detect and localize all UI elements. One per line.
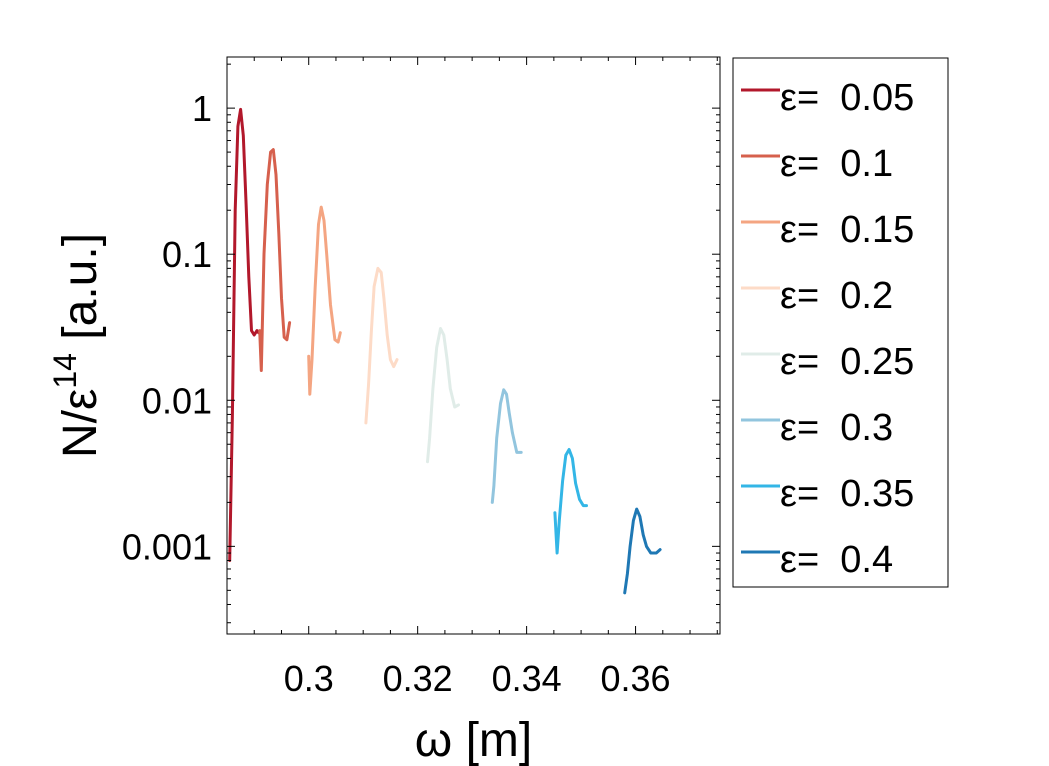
series-line-1 bbox=[258, 148, 292, 372]
x-tick-label-0: 0.3 bbox=[284, 658, 334, 699]
legend-entries: ε= 0.05 ε= 0.1 ε= 0.15 ε= 0.2 ε= 0.25 ε= 0.3 ε… bbox=[741, 77, 914, 581]
y-axis-label-exponent: 14 bbox=[47, 353, 83, 389]
y-axis-label-suffix: [a.u.] bbox=[54, 233, 107, 353]
y-axis-label-base: N/ε bbox=[54, 389, 107, 458]
series-line-5 bbox=[490, 388, 523, 504]
x-tick-label-2: 0.34 bbox=[492, 658, 562, 699]
y-tick-label-3: 1 bbox=[192, 88, 212, 129]
plot-frame bbox=[226, 56, 721, 635]
series-line-0 bbox=[228, 107, 261, 562]
plot-area bbox=[226, 56, 721, 635]
series-layer bbox=[228, 107, 662, 595]
legend-label-6: ε= 0.35 bbox=[780, 473, 914, 515]
legend-label-2: ε= 0.15 bbox=[780, 209, 914, 251]
y-tick-label-0: 0.001 bbox=[122, 526, 212, 567]
series-line-4 bbox=[426, 327, 460, 464]
series-line-7 bbox=[623, 507, 662, 595]
y-tick-label-1: 0.01 bbox=[142, 380, 212, 421]
legend-label-3: ε= 0.2 bbox=[780, 275, 893, 317]
legend-label-1: ε= 0.1 bbox=[780, 143, 893, 185]
x-tick-label-1: 0.32 bbox=[383, 658, 453, 699]
y-tick-label-2: 0.1 bbox=[162, 234, 212, 275]
legend-label-4: ε= 0.25 bbox=[780, 341, 914, 383]
x-axis-label: ω [m] bbox=[415, 714, 532, 766]
series-line-2 bbox=[307, 205, 342, 396]
legend: ε= 0.05 ε= 0.1 ε= 0.15 ε= 0.2 ε= 0.25 ε= 0.3 ε… bbox=[732, 57, 949, 588]
x-tick-label-3: 0.36 bbox=[601, 658, 671, 699]
y-axis-label: N/ε14 [a.u.] bbox=[47, 233, 107, 458]
series-line-3 bbox=[364, 266, 399, 425]
legend-label-5: ε= 0.3 bbox=[780, 407, 893, 449]
legend-label-7: ε= 0.4 bbox=[780, 539, 893, 581]
tick-label-layer: 0.3 0.32 0.34 0.36 0.001 0.01 0.1 1 bbox=[122, 88, 671, 699]
legend-label-0: ε= 0.05 bbox=[780, 77, 914, 119]
legend-frame bbox=[732, 57, 949, 588]
tick-layer bbox=[227, 57, 720, 634]
series-line-6 bbox=[553, 448, 588, 555]
